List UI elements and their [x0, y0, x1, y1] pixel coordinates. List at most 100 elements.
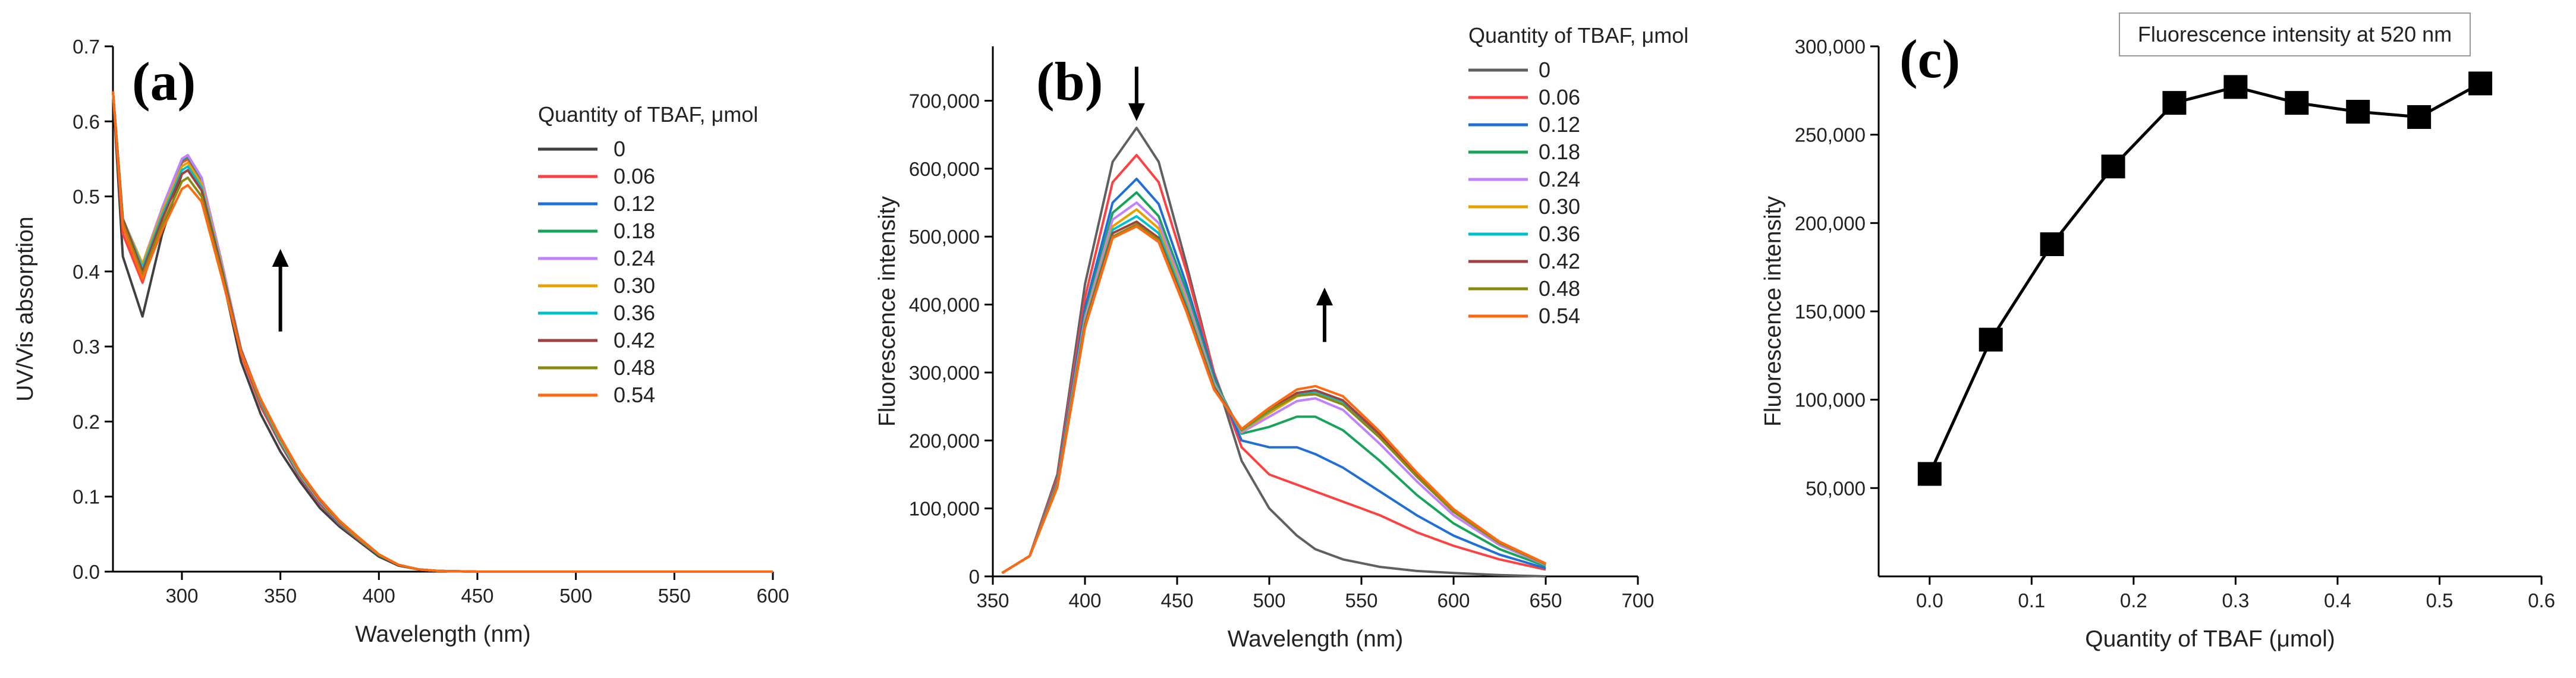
x-tick-label: 650 — [1529, 589, 1562, 611]
y-tick-label: 100,000 — [909, 498, 980, 520]
x-tick-label: 0.6 — [2528, 589, 2555, 611]
data-point — [2346, 100, 2370, 124]
legend-entry: 0.12 — [1539, 112, 1580, 137]
legend-title: Quantity of TBAF, μmol — [538, 102, 758, 127]
legend-entry: 0.54 — [1539, 304, 1580, 328]
panel-label: (a) — [132, 51, 196, 112]
legend-entry: 0.06 — [1539, 85, 1580, 109]
x-axis-title: Wavelength (nm) — [355, 622, 531, 647]
legend-entry: 0.30 — [1539, 194, 1580, 219]
down-arrow-head — [1128, 103, 1145, 121]
data-point — [2468, 71, 2493, 96]
legend-entry: 0.18 — [614, 219, 655, 243]
series-line-0.54 — [1001, 225, 1546, 575]
y-tick-label: 300,000 — [909, 362, 980, 384]
y-tick-label: 0.0 — [73, 561, 100, 583]
legend-entry: 0.42 — [614, 328, 655, 352]
y-tick-label: 400,000 — [909, 294, 980, 316]
data-point — [1979, 327, 2003, 352]
legend-entry: 0.48 — [614, 355, 655, 380]
legend-entry: 0.06 — [614, 164, 655, 188]
x-tick-label: 350 — [976, 589, 1009, 611]
x-tick-label: 700 — [1621, 589, 1654, 611]
x-tick-label: 550 — [658, 585, 691, 607]
y-tick-label: 0.3 — [73, 336, 100, 358]
legend-entry: 0.36 — [1539, 222, 1580, 246]
data-point — [2162, 91, 2187, 115]
panel-label: (b) — [1036, 51, 1103, 112]
up-arrow-head — [1316, 287, 1333, 305]
legend-entry: 0.18 — [1539, 140, 1580, 164]
data-point — [2223, 75, 2248, 99]
series-line-0.12 — [1001, 178, 1546, 575]
legend-entry: 0.48 — [1539, 276, 1580, 301]
y-tick-label: 150,000 — [1795, 301, 1866, 323]
chart-title: Fluorescence intensity at 520 nm — [2138, 22, 2452, 46]
legend-entry: 0.24 — [1539, 167, 1580, 191]
legend-entry: 0.42 — [1539, 249, 1580, 273]
y-tick-label: 500,000 — [909, 226, 980, 248]
panel-b: 350 400 450 500 550 600 650 700 0 100,000 200,000 3… — [875, 23, 1688, 652]
panel-a: 300 350 400 450 500 550 600 0.0 0.1 0.2 0.3 0.4 0.5 0… — [12, 36, 790, 647]
x-tick-label: 400 — [1068, 589, 1101, 611]
y-tick-label: 0.6 — [73, 111, 100, 133]
series-line-0 — [112, 91, 773, 573]
series-line-0 — [1001, 127, 1546, 578]
legend: Quantity of TBAF, μmol 0 0.06 0.12 0.18 0.24 0… — [1468, 23, 1688, 328]
x-tick-label: 0.0 — [1916, 589, 1943, 611]
x-tick-label: 450 — [461, 585, 493, 607]
data-point — [1917, 462, 1942, 486]
x-axis-title: Quantity of TBAF (μmol) — [2085, 626, 2335, 652]
x-tick-label: 0.4 — [2324, 589, 2351, 611]
data-point — [2101, 154, 2125, 179]
panel-c: 0.0 0.1 0.2 0.3 0.4 0.5 0.6 50,000 100,000 150,00… — [1760, 12, 2555, 652]
y-axis-title: Fluorescence intensity — [875, 195, 900, 427]
data-point — [2285, 91, 2309, 115]
legend-entry: 0.36 — [614, 301, 655, 325]
panel-label: (c) — [1899, 29, 1960, 89]
y-tick-label: 0.5 — [73, 186, 100, 208]
y-axis-title: Fluorescence intensity — [1760, 195, 1786, 427]
y-axis-title: UV/Vis absorption — [12, 216, 38, 401]
x-tick-label: 550 — [1345, 589, 1377, 611]
legend-entry: 0.30 — [614, 273, 655, 298]
y-tick-label: 0.2 — [73, 411, 100, 433]
title-box-border — [2119, 12, 2471, 56]
legend-entry: 0.54 — [614, 383, 655, 407]
y-tick-label: 0.1 — [73, 486, 100, 508]
x-tick-label: 350 — [264, 585, 297, 607]
legend-entry: 0 — [614, 137, 625, 161]
y-tick-label: 700,000 — [909, 90, 980, 112]
y-tick-label: 600,000 — [909, 158, 980, 180]
series-line-0.48 — [112, 91, 773, 573]
x-tick-label: 450 — [1160, 589, 1193, 611]
y-tick-label: 50,000 — [1806, 477, 1866, 499]
series-line-0.54 — [112, 91, 773, 573]
series-line-0.24 — [112, 91, 773, 573]
x-tick-label: 300 — [165, 585, 198, 607]
y-tick-label: 0.4 — [73, 261, 100, 283]
x-axis-title: Wavelength (nm) — [1228, 626, 1404, 652]
legend-title: Quantity of TBAF, μmol — [1468, 23, 1688, 48]
series-line-0.36 — [112, 91, 773, 573]
series-line-0.42 — [112, 91, 773, 573]
up-arrow-head — [272, 248, 289, 267]
data-point — [2407, 105, 2432, 129]
y-tick-label: 100,000 — [1795, 389, 1866, 411]
x-tick-label: 0.2 — [2120, 589, 2147, 611]
series-line-0.12 — [112, 91, 773, 573]
series-line-0.18 — [112, 91, 773, 573]
legend: Quantity of TBAF, μmol 0 0.06 0.12 0.18 0.24 0… — [538, 102, 758, 407]
series-line-0.06 — [112, 91, 773, 573]
data-point — [2040, 232, 2064, 257]
chart-title-box: Fluorescence intensity at 520 nm — [2119, 12, 2471, 56]
x-tick-label: 0.5 — [2426, 589, 2454, 611]
series-line-0.30 — [112, 91, 773, 573]
trend-line — [1928, 82, 2481, 475]
x-tick-label: 400 — [363, 585, 395, 607]
y-tick-label: 300,000 — [1795, 36, 1866, 58]
legend-entry: 0 — [1539, 58, 1550, 82]
legend-entry: 0.12 — [614, 191, 655, 216]
x-tick-label: 500 — [1253, 589, 1285, 611]
